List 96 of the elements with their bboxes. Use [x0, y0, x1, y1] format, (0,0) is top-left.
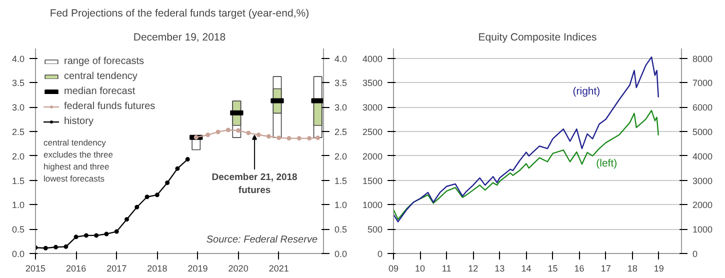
y2-tick-label: 0.0 — [334, 249, 348, 259]
chart-subtitle: December 19, 2018 — [133, 32, 226, 44]
x-tick-label: 11 — [442, 264, 452, 274]
point — [54, 244, 58, 250]
y-tick-label: 1.5 — [12, 176, 25, 186]
point — [206, 132, 210, 138]
x-tick-label: 2019 — [188, 264, 208, 274]
point — [94, 233, 99, 238]
point — [307, 136, 312, 141]
point — [43, 246, 48, 250]
y-tick-label: 0.0 — [12, 249, 25, 259]
y2-tick-label: 7000 — [692, 78, 713, 88]
y-tick-label: 2500 — [362, 126, 383, 137]
y2-tick-label: 5000 — [692, 126, 713, 137]
point — [266, 134, 271, 139]
point — [154, 192, 160, 198]
point — [144, 194, 150, 200]
y2-tick-label: 2000 — [692, 200, 713, 210]
y2-tick-label: 6000 — [692, 102, 713, 113]
y2-tick-label: 0.5 — [334, 224, 348, 235]
x-tick-label: 09 — [388, 264, 399, 274]
chart-title: Equity Composite Indices — [478, 32, 597, 44]
legend-label: federal funds futures — [64, 101, 156, 112]
y-tick-label: 1.0 — [12, 200, 25, 210]
x-tick-label: 12 — [468, 264, 478, 274]
x-tick-label: 2020 — [228, 264, 248, 274]
y-tick-label: 3500 — [362, 78, 383, 88]
point — [114, 229, 119, 234]
y2-tick-label: 1.0 — [334, 200, 348, 210]
point — [64, 244, 68, 249]
y2-tick-label: 3.0 — [334, 102, 348, 113]
legend-label: median forecast — [64, 86, 136, 97]
x-tick-label: 18 — [627, 264, 638, 274]
point — [246, 130, 251, 136]
annotation: Source: Federal Reserve — [206, 234, 318, 246]
point — [74, 234, 78, 240]
x-tick-label: 16 — [574, 264, 584, 274]
x-tick-label: 17 — [600, 264, 611, 274]
line-series — [394, 110, 660, 220]
x-tick-label: 2017 — [106, 264, 127, 274]
y2-tick-label: 4000 — [692, 151, 713, 162]
x-tick-label: 2016 — [66, 264, 86, 274]
annotation: December 21, 2018 futures — [212, 172, 298, 196]
y-tick-label: 2.5 — [12, 126, 25, 137]
y-tick-label: 1000 — [362, 200, 383, 210]
y-tick-label: 3.5 — [12, 78, 25, 88]
point — [165, 180, 170, 185]
point — [276, 136, 282, 140]
x-tick-label: 10 — [415, 264, 426, 274]
y-tick-label: 500 — [367, 224, 383, 235]
point — [256, 132, 261, 138]
point — [216, 130, 220, 134]
legend-label: history — [64, 116, 94, 127]
y-tick-label: 0 — [377, 249, 383, 259]
y-tick-label: 0.5 — [12, 224, 25, 235]
point — [124, 217, 130, 222]
x-tick-label: 13 — [494, 264, 505, 274]
y2-tick-label: 1000 — [692, 224, 713, 235]
point — [134, 204, 140, 210]
y-tick-label: 4000 — [362, 54, 383, 64]
y-tick-label: 3000 — [362, 102, 383, 113]
y-tick-label: 2.0 — [12, 151, 25, 162]
legend-label: range of forecasts — [64, 56, 144, 67]
point — [84, 233, 88, 238]
x-tick-label: 2015 — [25, 264, 46, 274]
annotation: (left) — [596, 157, 618, 170]
y2-tick-label: 3000 — [692, 176, 713, 186]
y2-tick-label: 4.0 — [334, 54, 348, 64]
y2-tick-label: 2.0 — [334, 151, 348, 162]
annotation: central tendency excludes the three highest and three lowest forecasts — [44, 138, 114, 184]
x-tick-label: 15 — [548, 264, 558, 274]
point — [175, 166, 180, 171]
x-tick-label: 19 — [654, 264, 664, 274]
y-tick-label: 4.0 — [12, 54, 25, 64]
point — [236, 128, 241, 133]
chart-title: Fed Projections of the federal funds target (year-end,%) — [50, 8, 310, 20]
point — [185, 157, 190, 162]
y-tick-label: 1500 — [362, 176, 383, 186]
legend-label: central tendency — [64, 71, 138, 82]
y2-tick-label: 3.5 — [334, 78, 348, 88]
annotation: (right) — [572, 86, 600, 98]
y-tick-label: 3.0 — [12, 102, 25, 113]
x-tick-label: 2021 — [268, 264, 289, 274]
y2-tick-label: 2.5 — [334, 126, 348, 137]
x-tick-label: 2018 — [147, 264, 168, 274]
y2-tick-label: 0 — [692, 249, 698, 259]
point — [226, 128, 230, 132]
y2-tick-label: 1.5 — [334, 176, 348, 186]
point — [316, 136, 320, 140]
x-tick-label: 14 — [521, 264, 532, 274]
y2-tick-label: 8000 — [692, 54, 713, 64]
point — [296, 136, 302, 141]
point — [104, 232, 109, 236]
y-tick-label: 2000 — [362, 151, 383, 162]
line-series — [394, 56, 660, 222]
point — [286, 136, 292, 141]
